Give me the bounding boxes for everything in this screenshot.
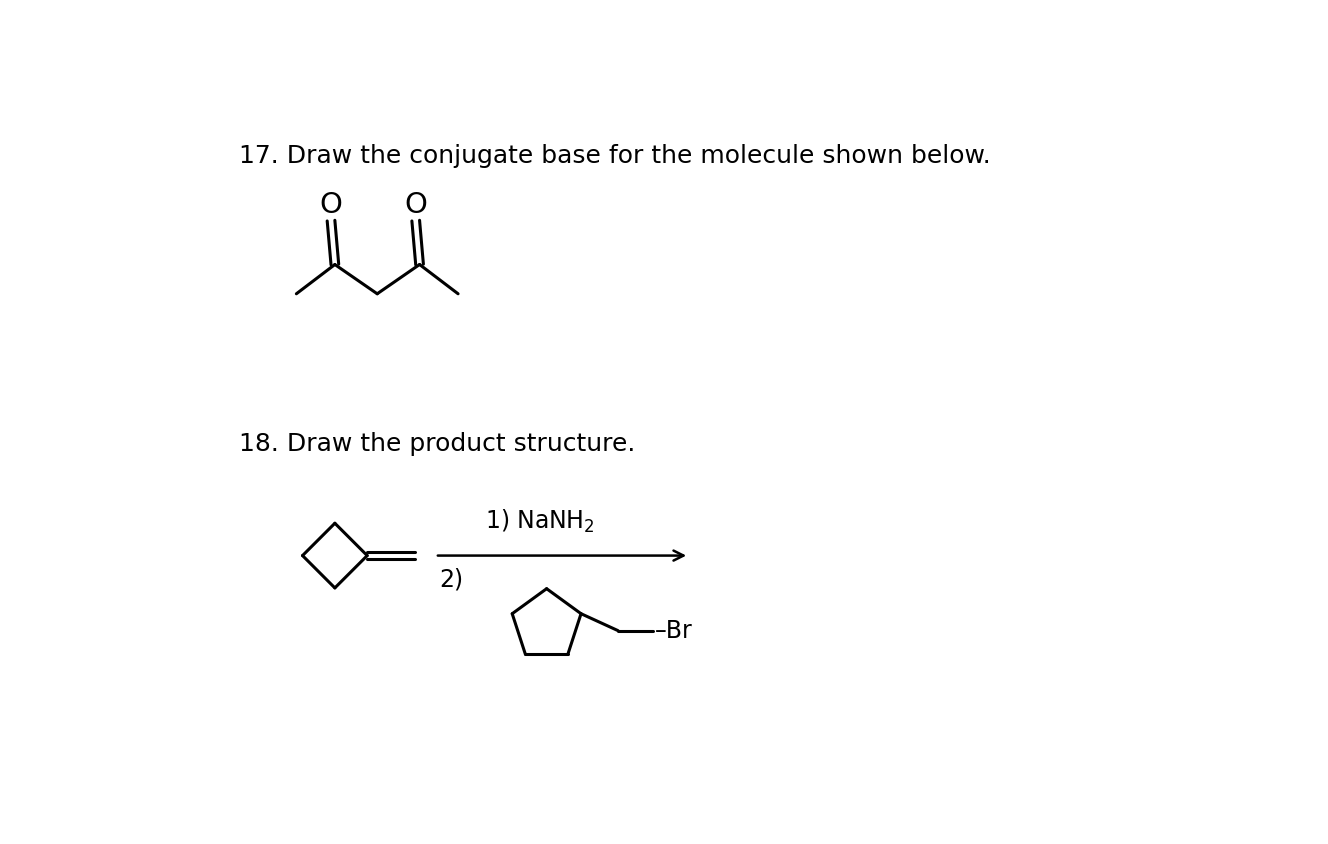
Text: 2): 2) [438, 567, 463, 591]
Text: 18. Draw the product structure.: 18. Draw the product structure. [239, 432, 635, 457]
Text: 1) NaNH$_2$: 1) NaNH$_2$ [485, 507, 595, 535]
Text: 17. Draw the conjugate base for the molecule shown below.: 17. Draw the conjugate base for the mole… [239, 143, 991, 168]
Text: –Br: –Br [655, 619, 693, 642]
Text: O: O [404, 191, 428, 219]
Text: O: O [320, 191, 343, 219]
